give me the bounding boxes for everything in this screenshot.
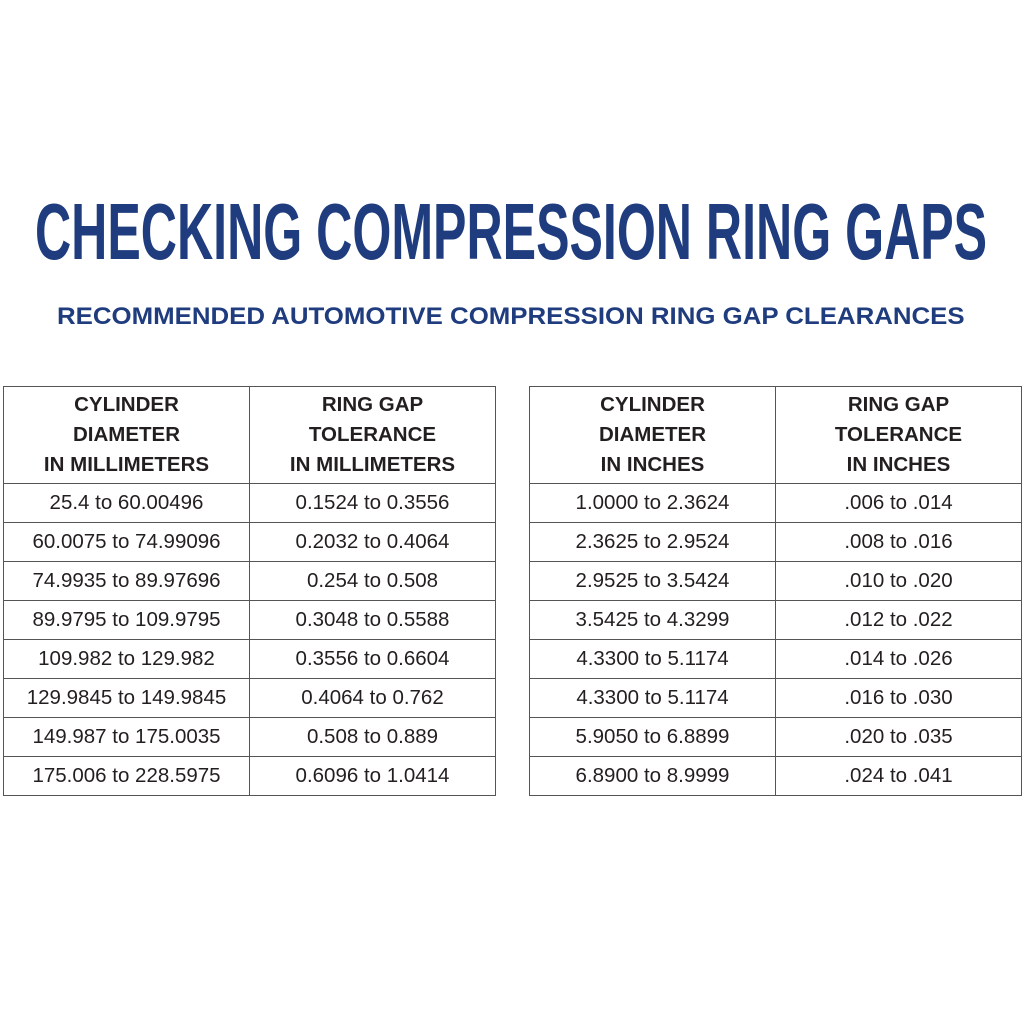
table-cell: 74.9935 to 89.97696	[3, 561, 250, 601]
column-header-line: IN INCHES	[846, 453, 951, 476]
table-cell: 0.1524 to 0.3556	[249, 483, 496, 523]
table-row: 89.9795 to 109.9795 0.3048 to 0.5588	[3, 600, 496, 640]
table-cell: 0.2032 to 0.4064	[249, 522, 496, 562]
table-cell: 89.9795 to 109.9795	[3, 600, 250, 640]
column-header-line: RING GAP	[847, 393, 950, 416]
table-cell: 0.4064 to 0.762	[249, 678, 496, 718]
table-cell: .020 to .035	[775, 717, 1022, 757]
table-row: 149.987 to 175.0035 0.508 to 0.889	[3, 717, 496, 757]
column-header-line: CYLINDER	[74, 393, 179, 416]
table-row: 175.006 to 228.5975 0.6096 to 1.0414	[3, 756, 496, 796]
table-cell: 6.8900 to 8.9999	[529, 756, 776, 796]
table-row: 3.5425 to 4.3299.012 to .022	[529, 600, 1022, 640]
table-cell: 1.0000 to 2.3624	[529, 483, 776, 523]
table-cell: 0.3048 to 0.5588	[249, 600, 496, 640]
column-header: CYLINDER DIAMETER IN MILLIMETERS	[3, 386, 250, 484]
metric-ring-gap-table: CYLINDER DIAMETER IN MILLIMETERS RING GAP TO…	[3, 386, 496, 796]
table-cell: 129.9845 to 149.9845	[3, 678, 250, 718]
column-header-line: DIAMETER	[598, 423, 707, 446]
column-header: CYLINDER DIAMETER IN INCHES	[529, 386, 776, 484]
table-cell: 2.3625 to 2.9524	[529, 522, 776, 562]
table-cell: 0.508 to 0.889	[249, 717, 496, 757]
header-row: CYLINDER DIAMETER IN INCHES RING GAP TOLERAN…	[529, 386, 1022, 484]
table-cell: .006 to .014	[775, 483, 1022, 523]
column-header-line: IN INCHES	[600, 453, 705, 476]
table-row: 2.9525 to 3.5424.010 to .020	[529, 561, 1022, 601]
column-header-line: TOLERANCE	[834, 423, 963, 446]
table-cell: .010 to .020	[775, 561, 1022, 601]
table-cell: .014 to .026	[775, 639, 1022, 679]
column-header-line: CYLINDER	[600, 393, 705, 416]
table-row: 2.3625 to 2.9524.008 to .016	[529, 522, 1022, 562]
table-cell: 109.982 to 129.982	[3, 639, 250, 679]
table-cell: 4.3300 to 5.1174	[529, 639, 776, 679]
column-header-line: TOLERANCE	[308, 423, 437, 446]
imperial-ring-gap-table: CYLINDER DIAMETER IN INCHES RING GAP TOLERAN…	[529, 386, 1022, 796]
table-cell: 149.987 to 175.0035	[3, 717, 250, 757]
header-row: CYLINDER DIAMETER IN MILLIMETERS RING GAP TO…	[3, 386, 496, 484]
column-header: RING GAP TOLERANCE IN MILLIMETERS	[249, 386, 496, 484]
table-row: 4.3300 to 5.1174.016 to .030	[529, 678, 1022, 718]
table-row: 60.0075 to 74.99096 0.2032 to 0.4064	[3, 522, 496, 562]
table-row: 5.9050 to 6.8899.020 to .035	[529, 717, 1022, 757]
column-header-line: DIAMETER	[72, 423, 181, 446]
table-cell: 3.5425 to 4.3299	[529, 600, 776, 640]
table-cell: 60.0075 to 74.99096	[3, 522, 250, 562]
column-header-line: RING GAP	[321, 393, 424, 416]
table-cell: 0.254 to 0.508	[249, 561, 496, 601]
table-row: 129.9845 to 149.9845 0.4064 to 0.762	[3, 678, 496, 718]
table-cell: 2.9525 to 3.5424	[529, 561, 776, 601]
table-row: 1.0000 to 2.3624.006 to .014	[529, 483, 1022, 523]
table-cell: .008 to .016	[775, 522, 1022, 562]
table-cell: .016 to .030	[775, 678, 1022, 718]
table-cell: 5.9050 to 6.8899	[529, 717, 776, 757]
table-cell: 175.006 to 228.5975	[3, 756, 250, 796]
table-cell: 4.3300 to 5.1174	[529, 678, 776, 718]
page-subtitle: RECOMMENDED AUTOMOTIVE COMPRESSION RING …	[57, 303, 965, 330]
table-cell: .012 to .022	[775, 600, 1022, 640]
table-row: 74.9935 to 89.97696 0.254 to 0.508	[3, 561, 496, 601]
page-title: CHECKING COMPRESSION RING GAPS	[35, 187, 988, 276]
table-row: 25.4 to 60.00496 0.1524 to 0.3556	[3, 483, 496, 523]
table-cell: 25.4 to 60.00496	[3, 483, 250, 523]
table-cell: 0.3556 to 0.6604	[249, 639, 496, 679]
table-row: 6.8900 to 8.9999.024 to .041	[529, 756, 1022, 796]
column-header-line: IN MILLIMETERS	[289, 453, 456, 476]
column-header: RING GAP TOLERANCE IN INCHES	[775, 386, 1022, 484]
column-header-line: IN MILLIMETERS	[43, 453, 210, 476]
table-cell: 0.6096 to 1.0414	[249, 756, 496, 796]
table-row: 4.3300 to 5.1174.014 to .026	[529, 639, 1022, 679]
table-row: 109.982 to 129.982 0.3556 to 0.6604	[3, 639, 496, 679]
table-cell: .024 to .041	[775, 756, 1022, 796]
